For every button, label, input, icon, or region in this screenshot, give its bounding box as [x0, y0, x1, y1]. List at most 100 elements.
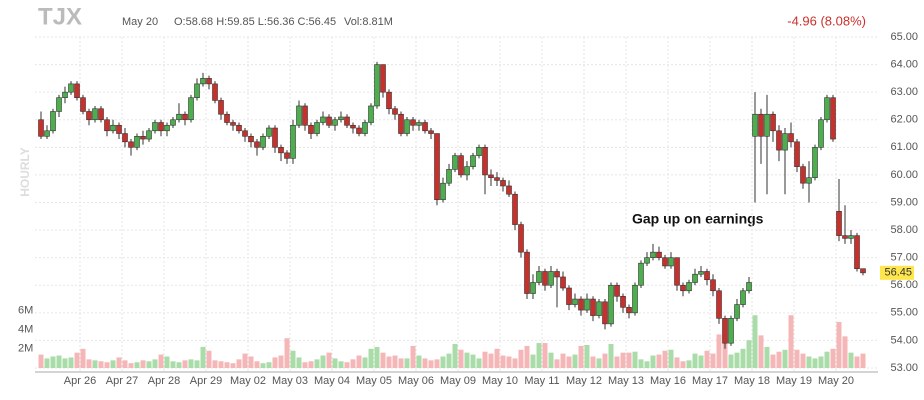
volume-bar: [722, 343, 728, 368]
candle-body: [404, 119, 410, 134]
candle-body: [506, 185, 512, 195]
volume-bar: [422, 358, 428, 368]
candle-body: [248, 136, 254, 143]
volume-bar: [626, 352, 632, 368]
x-tick-label: May 18: [734, 375, 770, 387]
volume-bar: [818, 356, 824, 368]
candle-body: [752, 113, 758, 137]
volume-bar: [566, 356, 572, 368]
volume-bar: [584, 344, 590, 368]
candle-body: [770, 113, 776, 132]
candle-body: [98, 108, 104, 121]
volume-bar: [374, 346, 380, 368]
x-tick-label: Apr 28: [148, 375, 180, 387]
candle-body: [746, 282, 752, 292]
volume-bar: [326, 352, 332, 368]
candle-body: [50, 111, 56, 132]
x-tick-label: Apr 26: [64, 375, 96, 387]
candle-body: [710, 279, 716, 292]
x-tick-label: May 05: [356, 375, 392, 387]
volume-bar: [602, 353, 608, 368]
candle-body: [338, 116, 344, 121]
volume-bar: [680, 361, 686, 368]
volume-bar: [788, 315, 794, 368]
candle-body: [386, 91, 392, 110]
volume-bar: [764, 346, 770, 368]
candle-body: [380, 64, 386, 93]
volume-bar: [518, 349, 524, 368]
x-tick-label: Apr 27: [106, 375, 138, 387]
y2-tick-label: 6M: [18, 304, 33, 316]
volume-bar: [812, 358, 818, 368]
candle-body: [230, 122, 236, 126]
volume-bar: [368, 348, 374, 368]
ticker: TJX: [38, 3, 82, 30]
volume-bar: [578, 345, 584, 368]
candle-body: [224, 113, 230, 123]
candle-body: [728, 318, 734, 344]
candle-body: [266, 127, 272, 137]
volume-bar: [266, 362, 272, 368]
volume-bar: [98, 361, 104, 368]
candle-body: [362, 122, 368, 134]
candle-body: [638, 262, 644, 286]
candle-body: [164, 124, 170, 132]
y-tick-label: 58.00: [890, 224, 918, 236]
candle-body: [278, 147, 284, 154]
x-tick-label: May 16: [650, 375, 686, 387]
volume-bar: [50, 356, 56, 368]
volume-bar: [656, 354, 662, 368]
candle-body: [122, 133, 128, 143]
candle-body: [716, 290, 722, 319]
candle-body: [458, 155, 464, 176]
volume-text: Vol:8.81M: [344, 16, 393, 28]
candle-body: [824, 97, 830, 121]
volume-bar: [632, 351, 638, 368]
candle-body: [188, 97, 194, 121]
volume-bar: [176, 362, 182, 368]
candle-body: [206, 78, 212, 85]
volume-bar: [830, 348, 836, 368]
candle-body: [218, 100, 224, 115]
candle-body: [398, 113, 404, 134]
candle-body: [344, 116, 350, 126]
candle-body: [560, 276, 566, 289]
volume-bar: [542, 343, 548, 368]
volume-bar: [68, 357, 74, 368]
candle-body: [182, 113, 188, 121]
volume-bar: [500, 355, 506, 368]
volume-bar: [560, 353, 566, 368]
volume-bar: [296, 357, 302, 368]
volume-bar: [452, 344, 458, 368]
date: May 20: [122, 16, 158, 28]
volume-bar: [338, 361, 344, 368]
volume-bar: [146, 361, 152, 368]
volume-bar: [734, 352, 740, 368]
candle-body: [794, 141, 800, 167]
candle-body: [806, 177, 812, 184]
candle-body: [446, 169, 452, 184]
candle-body: [314, 122, 320, 134]
last-price-box: [880, 265, 914, 280]
candle-body: [320, 116, 326, 123]
volume-bar: [182, 360, 188, 368]
volume-bar: [686, 360, 692, 368]
candle-body: [326, 116, 332, 126]
volume-bar: [524, 345, 530, 368]
candle-body: [44, 130, 50, 137]
volume-bar: [188, 359, 194, 368]
x-tick-label: Apr 29: [190, 375, 222, 387]
candle-body: [488, 174, 494, 178]
volume-bar: [218, 361, 224, 368]
candle-body: [596, 301, 602, 316]
candle-body: [578, 298, 584, 311]
candle-body: [440, 182, 446, 201]
volume-bar: [614, 356, 620, 368]
candle-body: [452, 155, 458, 170]
y-tick-label: 61.00: [890, 141, 918, 153]
candle-body: [590, 298, 596, 316]
volume-bar: [650, 355, 656, 368]
candle-body: [518, 224, 524, 253]
candle-body: [566, 287, 572, 305]
candle-body: [764, 113, 770, 137]
